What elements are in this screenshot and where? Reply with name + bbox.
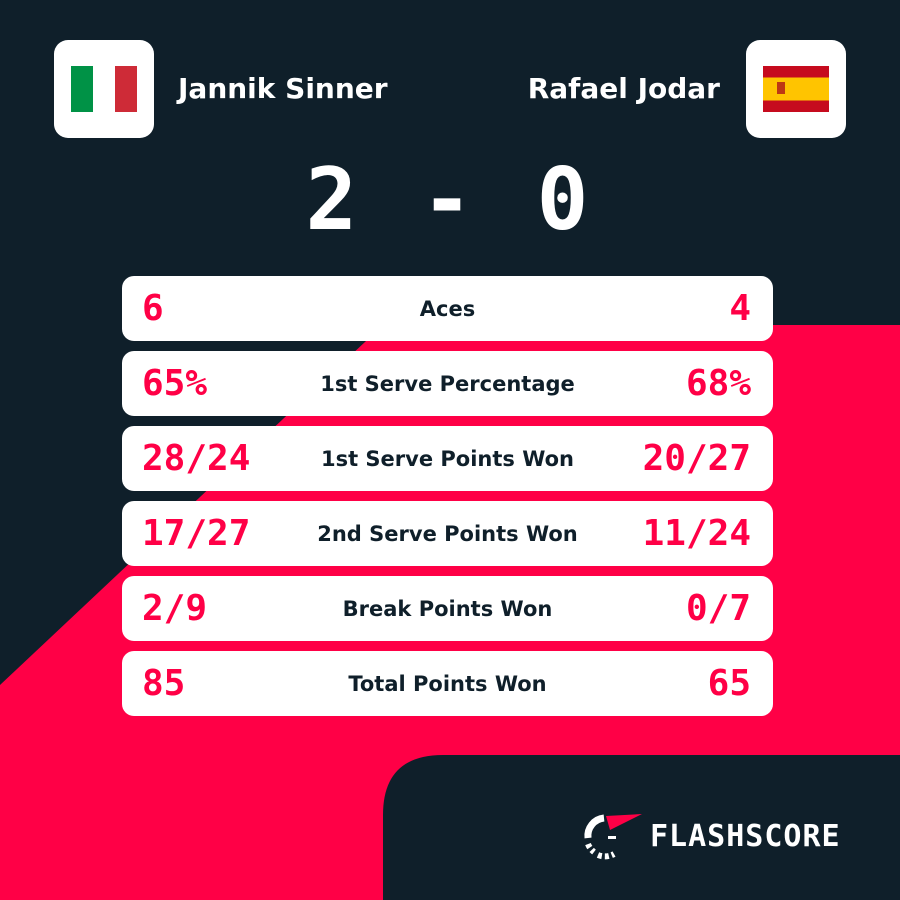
away-value: 0/7 — [685, 588, 751, 629]
home-player-name: Jannik Sinner — [178, 72, 388, 105]
home-flag — [54, 40, 154, 138]
stat-row: 85 Total Points Won 65 — [122, 651, 773, 716]
spain-flag-icon — [763, 66, 829, 112]
stat-label: Total Points Won — [348, 671, 547, 696]
score-separator: - — [421, 150, 479, 250]
stat-row: 28/24 1st Serve Points Won 20/27 — [122, 426, 773, 491]
away-value: 11/24 — [642, 513, 751, 554]
match-score: 2 - 0 — [0, 150, 900, 250]
stat-row: 2/9 Break Points Won 0/7 — [122, 576, 773, 641]
home-value: 2/9 — [142, 588, 208, 629]
flashscore-logo-icon — [584, 814, 642, 860]
home-score: 2 — [305, 150, 364, 250]
away-value: 65 — [707, 663, 751, 704]
home-value: 17/27 — [142, 513, 251, 554]
away-player-name: Rafael Jodar — [527, 72, 720, 105]
away-value: 4 — [729, 288, 751, 329]
stats-list: 6 Aces 4 65% 1st Serve Percentage 68% 28/24 1… — [122, 276, 773, 726]
stat-label: Aces — [419, 296, 476, 321]
flashscore-logo: FLASHSCORE — [582, 812, 841, 860]
brand-name: FLASHSCORE — [650, 818, 841, 854]
home-value: 28/24 — [142, 438, 251, 479]
stat-label: 2nd Serve Points Won — [317, 521, 578, 546]
away-value: 20/27 — [642, 438, 751, 479]
stat-label: 1st Serve Points Won — [320, 446, 575, 471]
stat-label: 1st Serve Percentage — [320, 371, 575, 396]
stat-row: 6 Aces 4 — [122, 276, 773, 341]
stat-row: 17/27 2nd Serve Points Won 11/24 — [122, 501, 773, 566]
home-value: 65% — [142, 363, 208, 404]
away-score: 0 — [536, 150, 595, 250]
home-value: 85 — [142, 663, 186, 704]
italy-flag-icon — [71, 66, 137, 112]
home-value: 6 — [142, 288, 164, 329]
away-value: 68% — [685, 363, 751, 404]
stat-label: Break Points Won — [342, 596, 553, 621]
stat-row: 65% 1st Serve Percentage 68% — [122, 351, 773, 416]
away-flag — [746, 40, 846, 138]
